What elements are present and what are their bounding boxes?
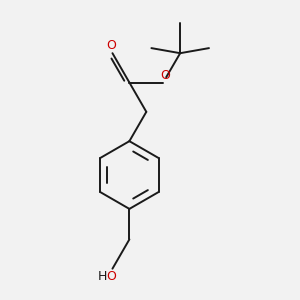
Text: H: H: [98, 269, 107, 283]
Text: O: O: [106, 39, 116, 52]
Text: O: O: [161, 69, 170, 82]
Text: O: O: [106, 269, 116, 283]
